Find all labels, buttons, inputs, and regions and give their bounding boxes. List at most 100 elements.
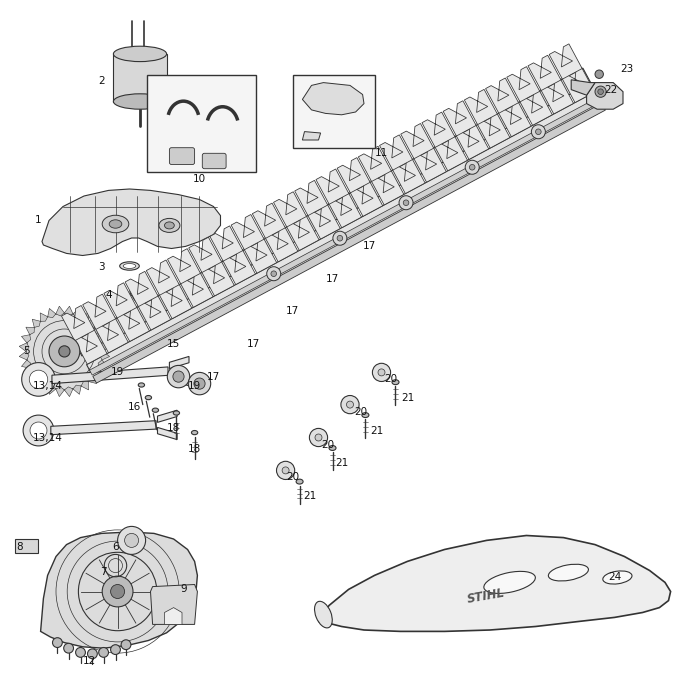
Text: 20: 20 <box>321 440 334 449</box>
Polygon shape <box>64 306 73 316</box>
Text: 21: 21 <box>303 491 316 500</box>
Polygon shape <box>169 356 189 369</box>
Polygon shape <box>358 146 391 181</box>
Polygon shape <box>83 294 116 330</box>
Polygon shape <box>116 306 149 342</box>
Polygon shape <box>125 272 158 307</box>
Polygon shape <box>164 608 182 624</box>
Polygon shape <box>562 67 595 103</box>
Text: 15: 15 <box>167 340 180 349</box>
Circle shape <box>111 584 125 598</box>
Circle shape <box>194 378 205 389</box>
Text: 12: 12 <box>83 657 96 666</box>
FancyBboxPatch shape <box>202 153 226 169</box>
Polygon shape <box>550 44 582 79</box>
Circle shape <box>341 395 359 414</box>
Ellipse shape <box>296 479 303 484</box>
Polygon shape <box>146 260 179 295</box>
Polygon shape <box>32 319 41 328</box>
Polygon shape <box>202 260 235 296</box>
Text: STIHL: STIHL <box>466 587 507 606</box>
Ellipse shape <box>130 288 136 297</box>
Polygon shape <box>435 136 468 171</box>
Polygon shape <box>81 313 89 321</box>
Polygon shape <box>94 368 103 376</box>
Text: 10: 10 <box>193 174 206 183</box>
Circle shape <box>102 576 133 607</box>
Polygon shape <box>113 54 167 102</box>
Circle shape <box>470 164 475 170</box>
Polygon shape <box>98 360 107 368</box>
Polygon shape <box>42 189 220 256</box>
Polygon shape <box>507 66 540 102</box>
Ellipse shape <box>113 46 167 62</box>
Text: 22: 22 <box>604 85 617 95</box>
Polygon shape <box>62 305 94 341</box>
Polygon shape <box>307 204 340 239</box>
Polygon shape <box>286 215 319 251</box>
Polygon shape <box>587 83 623 109</box>
Polygon shape <box>477 113 510 148</box>
Text: 19: 19 <box>111 368 124 377</box>
Text: 16: 16 <box>128 402 141 412</box>
Circle shape <box>188 372 211 395</box>
Ellipse shape <box>192 430 198 435</box>
Bar <box>293 75 375 148</box>
Ellipse shape <box>362 412 369 417</box>
Polygon shape <box>87 92 603 379</box>
Polygon shape <box>56 387 64 397</box>
Polygon shape <box>100 343 110 351</box>
Polygon shape <box>169 374 189 386</box>
Polygon shape <box>40 313 48 321</box>
Circle shape <box>466 160 480 174</box>
Polygon shape <box>302 132 321 140</box>
Ellipse shape <box>484 571 536 594</box>
Polygon shape <box>52 367 168 384</box>
Polygon shape <box>486 78 519 113</box>
Ellipse shape <box>603 571 632 584</box>
Text: 20: 20 <box>286 473 299 482</box>
Text: 20: 20 <box>384 374 397 384</box>
Ellipse shape <box>392 379 399 385</box>
Polygon shape <box>32 375 41 384</box>
Polygon shape <box>328 193 361 228</box>
Circle shape <box>276 461 295 480</box>
Circle shape <box>403 200 409 206</box>
Bar <box>15 539 38 553</box>
Polygon shape <box>73 385 81 394</box>
Circle shape <box>595 86 606 97</box>
Polygon shape <box>88 319 97 328</box>
Ellipse shape <box>548 564 589 581</box>
Text: 2: 2 <box>98 76 105 85</box>
Circle shape <box>536 129 541 134</box>
Polygon shape <box>318 536 671 631</box>
Polygon shape <box>40 382 48 390</box>
Polygon shape <box>98 335 107 343</box>
Circle shape <box>118 526 146 554</box>
Circle shape <box>52 638 62 648</box>
Ellipse shape <box>329 446 336 451</box>
Ellipse shape <box>314 601 332 628</box>
Text: 5: 5 <box>23 346 30 356</box>
Circle shape <box>125 533 139 547</box>
Text: 9: 9 <box>180 584 187 594</box>
Circle shape <box>49 336 80 367</box>
Text: 21: 21 <box>401 393 414 402</box>
Circle shape <box>378 369 385 376</box>
Circle shape <box>595 70 603 78</box>
Text: 7: 7 <box>100 567 107 577</box>
Polygon shape <box>48 385 56 394</box>
Ellipse shape <box>153 408 158 412</box>
Ellipse shape <box>113 94 167 109</box>
Circle shape <box>337 235 343 241</box>
Circle shape <box>309 428 328 447</box>
Text: 13,14: 13,14 <box>33 433 62 442</box>
Ellipse shape <box>174 411 179 415</box>
Polygon shape <box>400 123 434 159</box>
Polygon shape <box>223 249 256 285</box>
Ellipse shape <box>123 264 136 269</box>
Polygon shape <box>41 532 197 648</box>
Polygon shape <box>56 306 64 316</box>
Text: 17: 17 <box>363 241 376 251</box>
Text: 3: 3 <box>98 262 105 272</box>
